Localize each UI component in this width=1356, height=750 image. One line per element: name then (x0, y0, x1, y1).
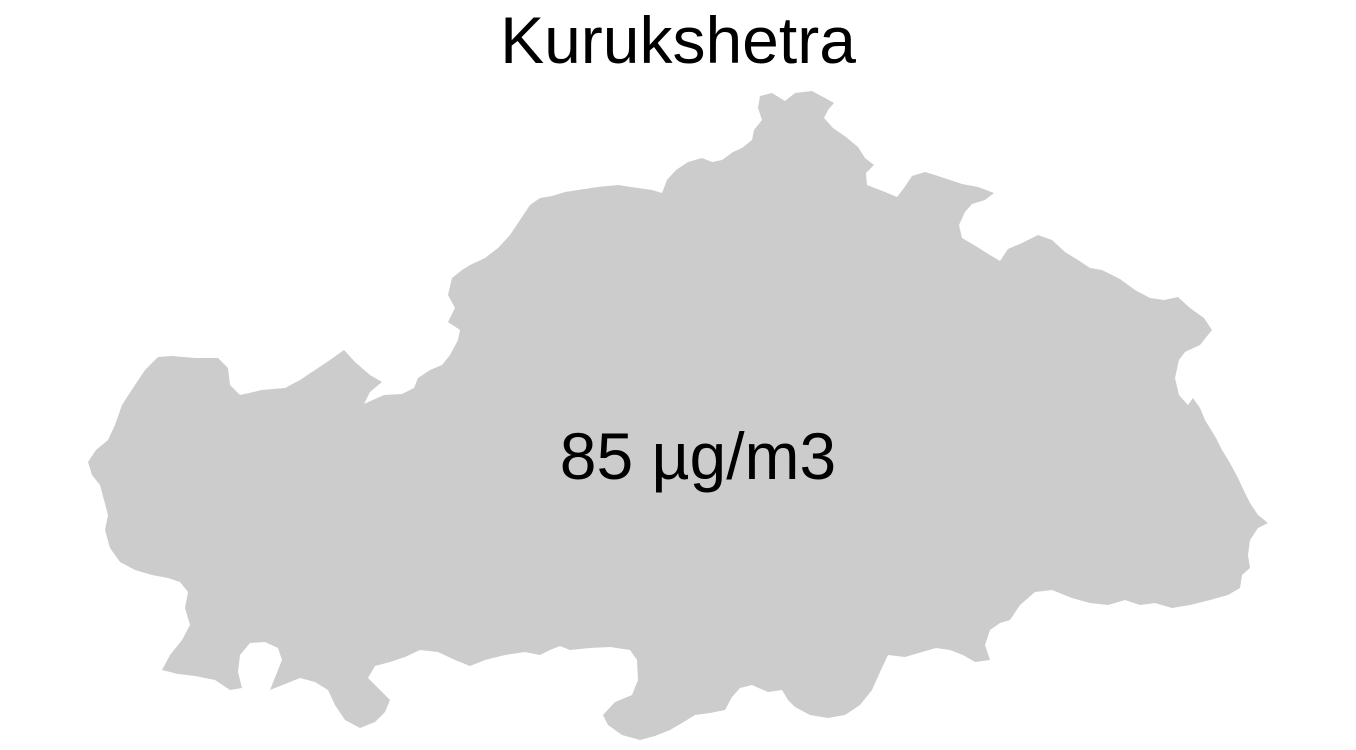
map-title: Kurukshetra (500, 3, 856, 77)
district-shape (88, 91, 1268, 740)
pollution-value-label: 85 µg/m3 (559, 419, 837, 493)
